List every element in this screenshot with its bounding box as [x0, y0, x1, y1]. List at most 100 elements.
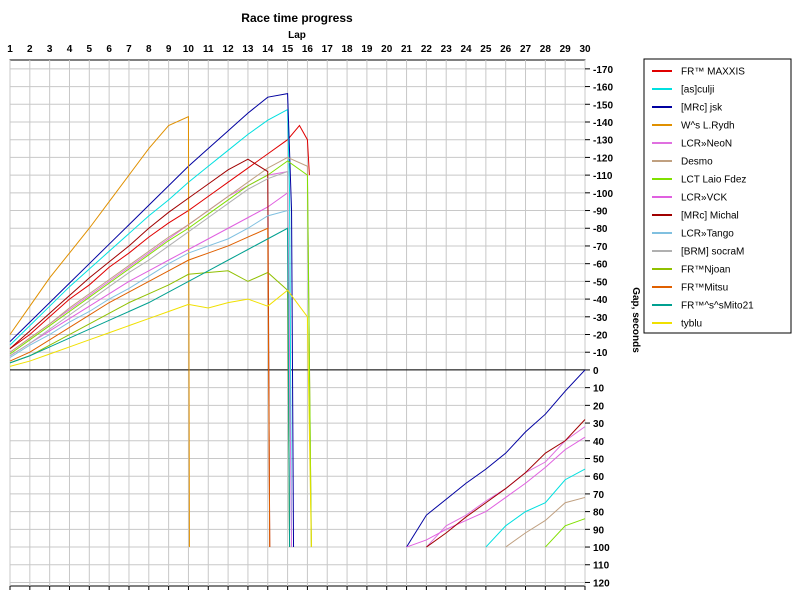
y-tick-label: -130: [593, 136, 613, 147]
y-tick-label: -120: [593, 153, 613, 164]
y-tick-label: -70: [593, 242, 608, 253]
y-tick-label: -10: [593, 348, 608, 359]
legend-entry: [MRc] jsk: [681, 103, 723, 114]
x-tick-label: 24: [460, 44, 472, 55]
grid-lines: [9, 60, 586, 586]
legend-entry: W^s L.Rydh: [681, 121, 735, 132]
y-tick-label: 60: [593, 472, 605, 483]
x-tick-label: 29: [560, 44, 572, 55]
y-tick-label: -60: [593, 260, 608, 271]
legend: FR™ MAXXIS [as]culji [MRc] jsk W^s L.Rydh LC…: [643, 58, 792, 334]
x-tick-label: 27: [520, 44, 532, 55]
x-tick-label: 25: [480, 44, 492, 55]
y-tick-label: 80: [593, 508, 605, 519]
x-tick-label: 23: [441, 44, 453, 55]
x-tick-label: 19: [361, 44, 373, 55]
x-tick-label: 22: [421, 44, 433, 55]
x-tick-label: 4: [67, 44, 73, 55]
x-tick-label: 17: [322, 44, 334, 55]
legend-entry: FR™Njoan: [681, 265, 730, 276]
series-line-12: [9, 227, 271, 548]
legend-entry: [BRM] socraM: [681, 247, 744, 258]
series-line-6: [9, 160, 312, 548]
legend-entry: tyblu: [681, 319, 702, 330]
legend-entry: FR™^s^sMito21: [681, 301, 754, 312]
y-tick-label: -100: [593, 189, 613, 200]
series-line-7: [9, 191, 291, 548]
y-tick-label: -110: [593, 171, 613, 182]
plot-area: 1 2 3 4 5 6 7 8 9 10 11 12 13 14 15 16 17 18 19 20 21 22 23 24 2…: [7, 44, 613, 590]
series-line-8: [9, 158, 271, 548]
chart-title: Race time progress: [241, 11, 353, 25]
legend-entry: LCR»VCK: [681, 193, 727, 204]
series-line-2: [9, 93, 295, 548]
y-tick-label: 20: [593, 401, 605, 412]
y-tick-label: 110: [593, 561, 610, 572]
x-tick-label: 8: [146, 44, 152, 55]
plot-frame: [9, 59, 586, 587]
series-line-late-8: [426, 419, 586, 548]
series-line-0: [9, 124, 310, 350]
x-tick-label: 21: [401, 44, 413, 55]
x-tick-labels: 1 2 3 4 5 6 7 8 9 10 11 12 13 14 15 16 17 18 19 20 21 22 23 24 2…: [7, 44, 591, 590]
series-line-3: [9, 115, 190, 548]
x-tick-label: 18: [342, 44, 354, 55]
y-tick-label: -90: [593, 207, 608, 218]
y-tick-label: 0: [593, 366, 599, 377]
x-tick-label: 7: [126, 44, 132, 55]
legend-entry: LCR»Tango: [681, 229, 734, 240]
y-tick-label: -80: [593, 224, 608, 235]
x-tick-label: 16: [302, 44, 314, 55]
y-tick-label: 10: [593, 384, 605, 395]
series-line-late-1: [485, 468, 586, 548]
x-tick-label: 13: [242, 44, 254, 55]
series-line-14: [9, 289, 312, 548]
series-line-late-5: [505, 496, 586, 548]
x-tick-label: 28: [540, 44, 552, 55]
y-axis-label: Gap, seconds: [630, 287, 641, 353]
legend-entry: FR™Mitsu: [681, 283, 728, 294]
series-line-5: [9, 156, 312, 548]
y-tick-label: -40: [593, 295, 608, 306]
y-tick-label: 50: [593, 454, 605, 465]
x-tick-label: 30: [579, 44, 591, 55]
legend-entry: [MRc] Michal: [681, 211, 739, 222]
series-line-10: [9, 170, 291, 548]
y-tick-label: 30: [593, 419, 605, 430]
legend-entry: LCR»NeoN: [681, 139, 732, 150]
x-tick-label: 9: [166, 44, 172, 55]
y-tick-label: -170: [593, 65, 613, 76]
series-line-late-7: [406, 436, 586, 548]
series-line-1: [9, 108, 293, 548]
x-tick-label: 5: [87, 44, 93, 55]
y-tick-label: -150: [593, 100, 613, 111]
y-tick-label: 90: [593, 525, 605, 536]
y-tick-label: 100: [593, 543, 610, 554]
y-tick-label: -30: [593, 313, 608, 324]
y-tick-label: 70: [593, 490, 605, 501]
x-tick-label: 3: [47, 44, 53, 55]
y-tick-label: -50: [593, 277, 608, 288]
y-tick-labels: -170-160-150-140-130-120-110-100-90-80-7…: [585, 65, 613, 589]
y-tick-label: 40: [593, 437, 605, 448]
legend-entry: LCT Laio Fdez: [681, 175, 746, 186]
x-tick-label: 12: [223, 44, 235, 55]
x-tick-label: 14: [262, 44, 274, 55]
x-tick-label: 15: [282, 44, 294, 55]
series-lines: [9, 93, 586, 548]
x-tick-label: 6: [106, 44, 112, 55]
x-tick-label: 1: [7, 44, 13, 55]
series-line-13: [9, 227, 291, 548]
series-line-late-6: [544, 518, 586, 548]
legend-entry: FR™ MAXXIS: [681, 67, 745, 78]
x-tick-label: 11: [203, 44, 214, 55]
series-line-9: [9, 209, 291, 548]
legend-entry: Desmo: [681, 157, 713, 168]
x-tick-label: 26: [500, 44, 512, 55]
x-tick-label: 10: [183, 44, 195, 55]
x-tick-label: 20: [381, 44, 393, 55]
y-tick-label: -140: [593, 118, 613, 129]
x-tick-label: 2: [27, 44, 33, 55]
series-line-11: [9, 270, 291, 548]
